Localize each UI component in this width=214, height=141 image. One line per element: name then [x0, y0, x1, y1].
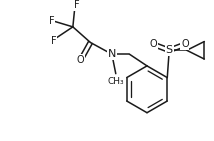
Text: O: O: [77, 55, 85, 65]
Text: N: N: [108, 49, 116, 59]
Text: CH₃: CH₃: [107, 77, 124, 86]
Text: O: O: [181, 39, 189, 49]
Text: S: S: [166, 45, 173, 55]
Text: F: F: [51, 36, 56, 46]
Text: F: F: [74, 0, 80, 10]
Text: F: F: [49, 16, 54, 26]
Text: O: O: [150, 39, 158, 49]
